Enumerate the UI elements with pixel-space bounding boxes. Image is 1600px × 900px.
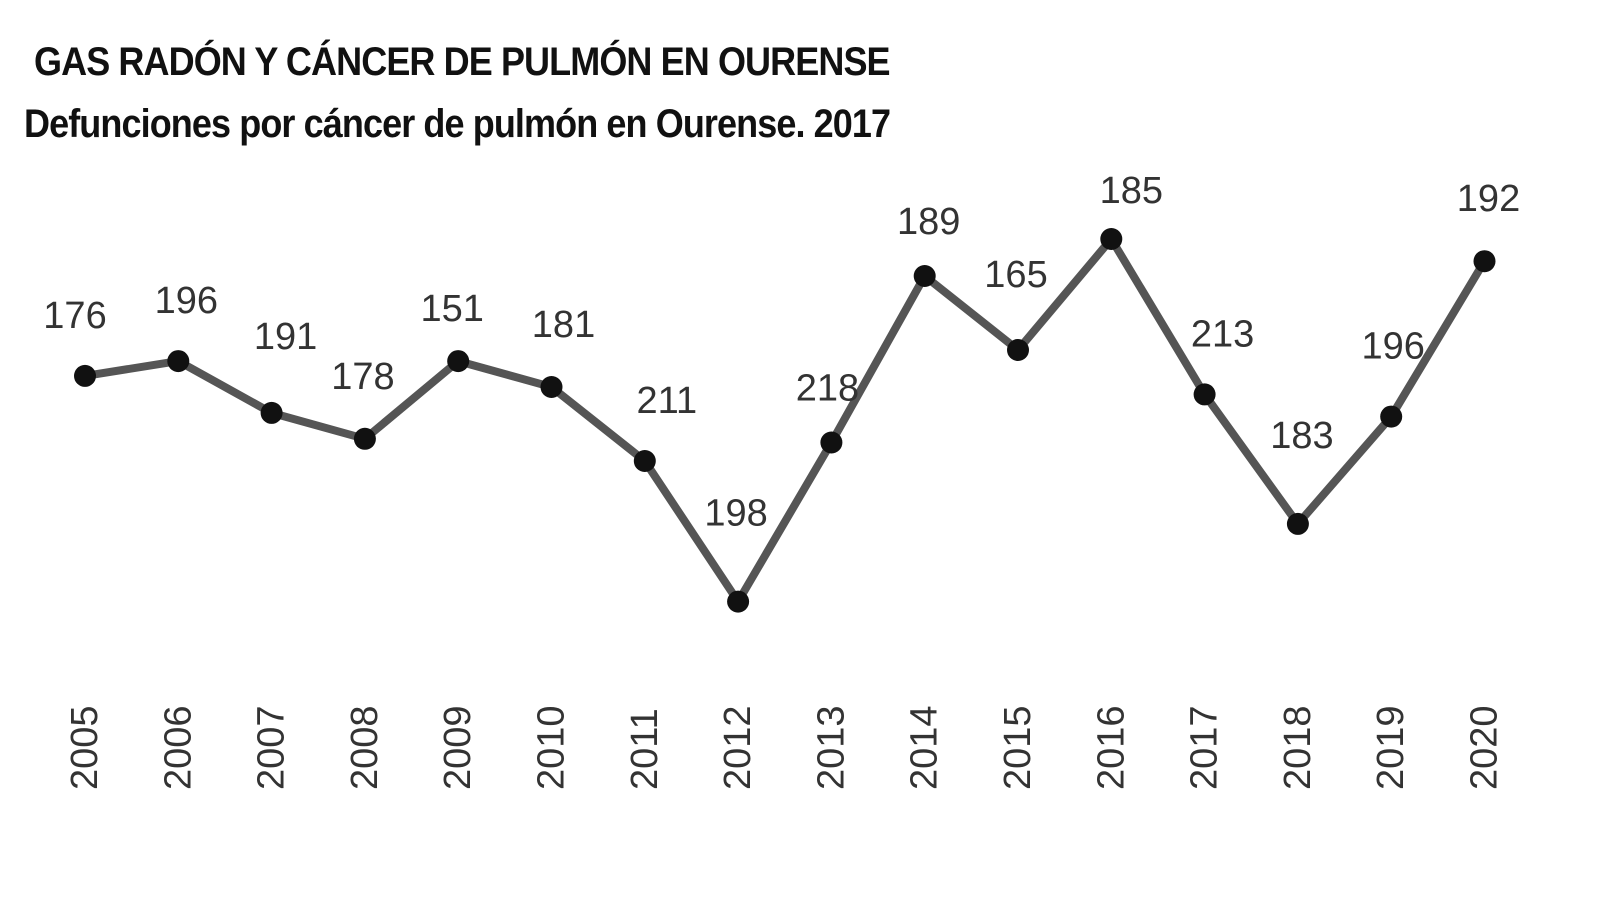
x-tick-label-2005: 2005 (64, 705, 106, 790)
x-tick-label-2007: 2007 (251, 705, 293, 790)
x-tick-label-2013: 2013 (810, 705, 852, 790)
series-line (81, 235, 1489, 606)
x-tick-label-2008: 2008 (344, 705, 386, 790)
data-label-2016: 185 (1100, 170, 1163, 212)
data-label-2019: 196 (1361, 326, 1424, 368)
x-tick-label-2015: 2015 (997, 705, 1039, 790)
x-tick-label-2012: 2012 (717, 705, 759, 790)
data-label-2009: 151 (420, 288, 483, 330)
data-label-2018: 183 (1270, 415, 1333, 457)
data-point-2017 (1193, 383, 1216, 406)
data-label-2006: 196 (155, 280, 218, 322)
x-tick-label-2017: 2017 (1184, 705, 1226, 790)
data-label-2013: 218 (796, 368, 859, 410)
data-label-2007: 191 (254, 316, 317, 358)
data-label-2015: 165 (984, 254, 1047, 296)
x-tick-label-2011: 2011 (624, 708, 666, 790)
data-point-2009 (447, 350, 470, 373)
x-tick-label-2006: 2006 (157, 705, 199, 790)
data-point-2019 (1380, 405, 1403, 428)
x-tick-label-2018: 2018 (1277, 705, 1319, 790)
data-point-2018 (1286, 512, 1309, 535)
data-point-2013 (820, 431, 843, 454)
x-tick-label-2014: 2014 (904, 705, 946, 790)
x-tick-label-2020: 2020 (1464, 705, 1506, 790)
data-point-2006 (167, 350, 190, 373)
x-tick-label-2009: 2009 (437, 705, 479, 790)
chart-subtitle: Defunciones por cáncer de pulmón en Oure… (24, 102, 891, 146)
x-tick-label-2019: 2019 (1370, 705, 1412, 790)
data-point-layer (74, 228, 1496, 613)
data-point-2011 (633, 450, 656, 472)
data-label-layer: 176 196 191 178 151 181 211 198 218 189 165 185 213 1… (43, 170, 1520, 535)
data-point-2020 (1473, 250, 1496, 273)
data-label-2017: 213 (1191, 313, 1254, 355)
data-point-2008 (353, 427, 376, 450)
data-label-2012: 198 (704, 493, 767, 535)
x-tick-label-2010: 2010 (531, 705, 573, 790)
data-point-2010 (540, 376, 563, 398)
data-point-2005 (74, 364, 96, 387)
data-point-2007 (260, 401, 283, 424)
data-label-2011: 211 (637, 380, 698, 422)
data-point-2014 (913, 265, 936, 287)
data-label-2005: 176 (43, 295, 106, 337)
data-label-2014: 189 (897, 201, 960, 243)
x-axis-tick-layer: 2005 2006 2007 2008 2009 2010 2011 2012 2013 2014… (64, 705, 1506, 790)
data-point-2012 (727, 590, 750, 613)
data-point-2016 (1100, 228, 1123, 250)
chart-title: GAS RADÓN Y CÁNCER DE PULMÓN EN OURENSE (34, 40, 891, 84)
data-label-2008: 178 (331, 356, 394, 398)
data-label-2020: 192 (1457, 178, 1520, 220)
data-label-2010: 181 (532, 304, 595, 346)
series-line-layer (81, 235, 1489, 606)
data-point-2015 (1007, 339, 1029, 361)
x-tick-label-2016: 2016 (1090, 705, 1132, 790)
